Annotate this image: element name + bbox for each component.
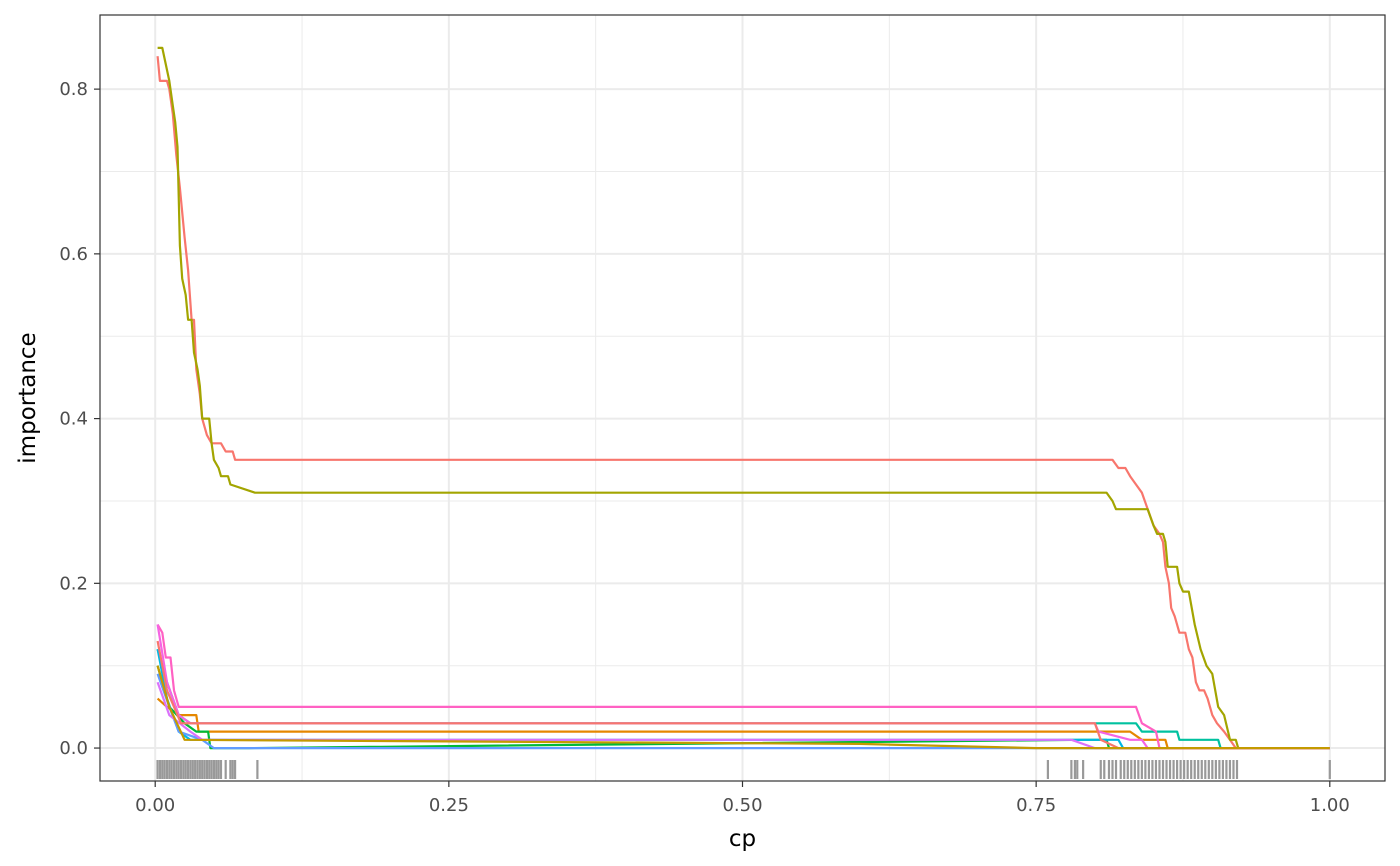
series-line-7 <box>156 673 1330 750</box>
y-tick-label: 0.6 <box>59 244 88 265</box>
y-tick-label: 0.2 <box>59 573 88 594</box>
y-tick-label: 0.4 <box>59 409 88 430</box>
x-tick-label: 0.25 <box>429 795 469 816</box>
series-line-8 <box>156 681 1330 750</box>
series-line-5 <box>156 648 1330 750</box>
series-line-9 <box>156 623 1330 750</box>
y-axis-title: importance <box>15 332 41 463</box>
series-line-12 <box>156 665 1330 750</box>
x-tick-label: 0.75 <box>1016 795 1056 816</box>
y-tick-label: 0.8 <box>59 79 88 100</box>
series-line-1 <box>156 56 1330 750</box>
y-axis-ticks: 0.0 0.2 0.4 0.6 0.8 <box>59 79 100 759</box>
x-tick-label: 0.00 <box>135 795 175 816</box>
x-tick-label: 0.50 <box>722 795 762 816</box>
series-lines <box>156 46 1330 750</box>
series-line-2 <box>157 46 1330 750</box>
x-tick-label: 1.00 <box>1310 795 1350 816</box>
rug-marks <box>156 760 1331 779</box>
y-tick-label: 0.0 <box>59 738 88 759</box>
x-axis-title: cp <box>729 826 756 852</box>
series-line-6 <box>156 648 1330 750</box>
x-axis-ticks: 0.00 0.25 0.50 0.75 1.00 <box>135 781 1350 816</box>
